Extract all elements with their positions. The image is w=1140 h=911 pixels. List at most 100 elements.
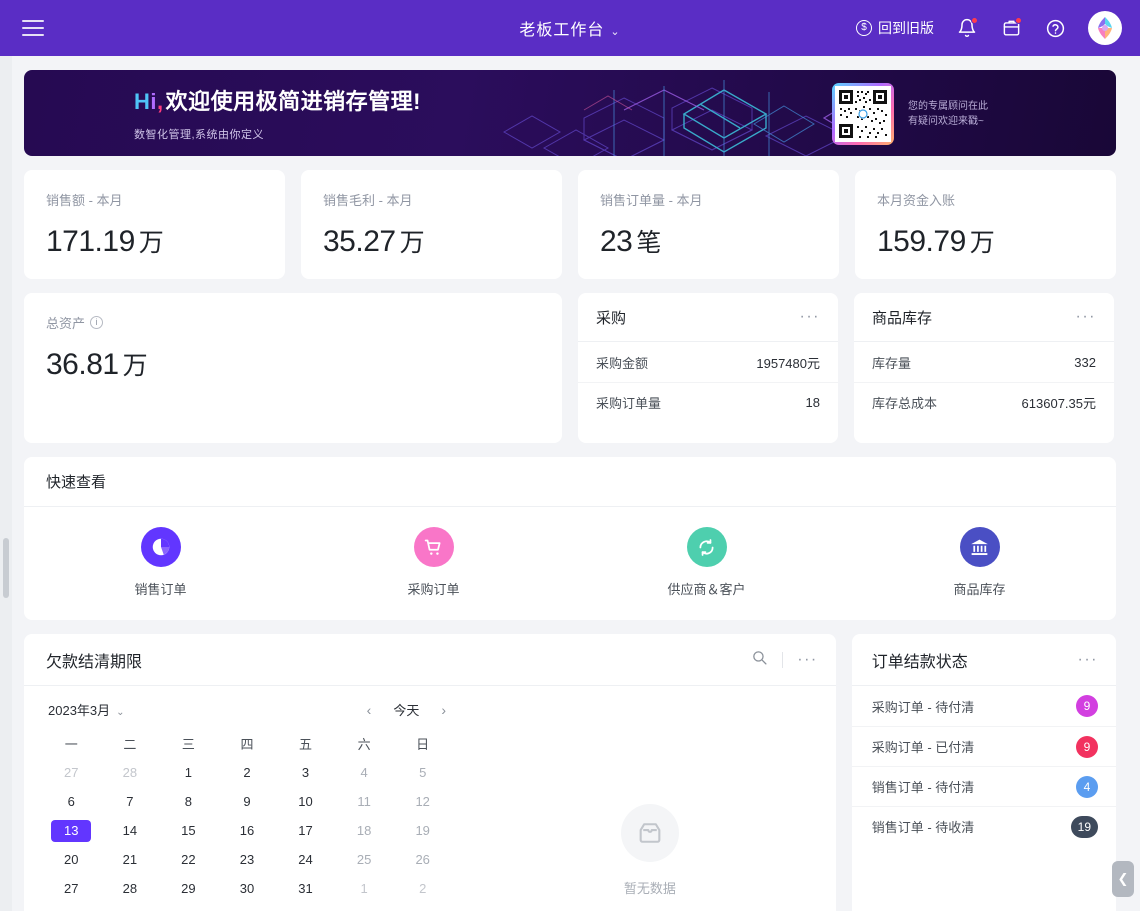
calendar-day-cell[interactable]: 16 <box>218 816 277 845</box>
info-icon[interactable]: i <box>90 316 104 329</box>
quick-item-sales-order[interactable]: 销售订单 <box>24 527 297 598</box>
back-to-old-version-button[interactable]: $ 回到旧版 <box>856 18 934 38</box>
total-assets-card[interactable]: 总资产 i 36.81 万 <box>24 293 562 443</box>
calendar-day-cell[interactable]: 7 <box>101 787 160 816</box>
calendar-today-button[interactable]: 今天 <box>393 703 420 718</box>
calendar-day-cell[interactable]: 5 <box>159 903 218 911</box>
calendar-month-selector[interactable]: 2023年3月 ⌄ <box>48 700 125 719</box>
purchase-row-order-count: 采购订单量 18 <box>578 382 838 422</box>
quick-item-label: 供应商＆客户 <box>667 582 746 597</box>
order-settlement-title: 订单结款状态 <box>871 653 968 671</box>
calendar-day-label: 11 <box>357 793 371 809</box>
calendar-day-cell[interactable]: 26 <box>393 845 452 874</box>
calendar-day-cell[interactable]: 15 <box>159 816 218 845</box>
calendar-day-cell[interactable]: 10 <box>276 787 335 816</box>
kpi-card-gross-profit[interactable]: 销售毛利 - 本月 35.27 万 <box>301 170 562 279</box>
purchase-more-button[interactable]: ··· <box>799 308 820 325</box>
purchase-amount-label: 采购金额 <box>596 355 649 371</box>
calendar-day-cell[interactable]: 21 <box>101 845 160 874</box>
banner-title-rest: 欢迎使用极简进销存管理! <box>165 89 421 114</box>
hamburger-icon[interactable] <box>22 20 44 36</box>
calendar-day-cell[interactable]: 3 <box>42 903 101 911</box>
calendar-day-cell[interactable]: 25 <box>335 845 394 874</box>
calendar-day-cell[interactable]: 23 <box>218 845 277 874</box>
search-icon[interactable] <box>751 649 768 671</box>
kpi-card-sales-amount[interactable]: 销售额 - 本月 171.19 万 <box>24 170 285 279</box>
calendar-weekday-row: 一 二 三 四 五 六 日 <box>42 729 452 758</box>
bell-icon[interactable] <box>956 17 978 39</box>
qr-code[interactable] <box>832 83 894 145</box>
calendar-day-label: 6 <box>227 907 267 911</box>
calendar-day-cell[interactable]: 4 <box>335 758 394 787</box>
status-badge: 19 <box>1070 815 1098 838</box>
calendar-day-cell[interactable]: 9 <box>218 787 277 816</box>
sidebar-resize-handle[interactable] <box>3 538 9 598</box>
calendar-day-cell[interactable]: 24 <box>276 845 335 874</box>
kpi-card-sales-order-count[interactable]: 销售订单量 - 本月 23 笔 <box>578 170 839 279</box>
calendar-day-cell[interactable]: 1 <box>335 874 394 903</box>
quick-item-product-inventory[interactable]: 商品库存 <box>843 527 1116 598</box>
kpi-card-monthly-income[interactable]: 本月资金入账 159.79 万 <box>855 170 1116 279</box>
calendar-day-cell[interactable]: 27 <box>42 758 101 787</box>
quick-item-supplier-customer[interactable]: 供应商＆客户 <box>570 527 843 598</box>
calendar-day-cell[interactable]: 6 <box>218 903 277 911</box>
order-settlement-rows: 采购订单 - 待付清 9 采购订单 - 已付清 9 销售订单 - 待付清 4 销售订单 - … <box>851 686 1116 846</box>
chevron-down-icon[interactable]: ⌄ <box>610 26 621 38</box>
calendar-day-cell[interactable]: 8 <box>159 787 218 816</box>
calendar-day-cell[interactable]: 20 <box>42 845 101 874</box>
calendar-day-cell[interactable]: 2 <box>393 874 452 903</box>
inbox-icon[interactable] <box>1000 17 1022 39</box>
status-row[interactable]: 采购订单 - 待付清 9 <box>852 686 1116 726</box>
debt-settlement-more-button[interactable]: ··· <box>797 650 818 668</box>
calendar-day-cell[interactable]: 14 <box>101 816 160 845</box>
calendar-next-button[interactable]: › <box>441 701 446 718</box>
calendar-day-cell[interactable]: 4 <box>101 903 160 911</box>
calendar-day-cell[interactable]: 17 <box>276 816 335 845</box>
calendar-day-cell[interactable]: 22 <box>159 845 218 874</box>
kpi-label: 销售毛利 - 本月 <box>323 193 413 208</box>
calendar-day-cell[interactable]: 9 <box>393 903 452 911</box>
calendar-day-cell[interactable]: 7 <box>276 903 335 911</box>
calendar-day-cell[interactable]: 13 <box>42 816 101 845</box>
calendar-day-cell[interactable]: 5 <box>393 758 452 787</box>
calendar-prev-button[interactable]: ‹ <box>366 701 372 718</box>
purchase-order-count-value: 18 <box>805 395 820 410</box>
kpi-number: 35.27 <box>323 225 396 258</box>
calendar-day-cell[interactable]: 31 <box>276 874 335 903</box>
calendar-day-cell[interactable]: 2 <box>218 758 277 787</box>
chevron-left-icon[interactable]: ❮ <box>1112 861 1134 897</box>
calendar-day-cell[interactable]: 12 <box>393 787 452 816</box>
calendar-day-cell[interactable]: 27 <box>42 874 101 903</box>
calendar-day-cell[interactable]: 30 <box>218 874 277 903</box>
quick-item-purchase-order[interactable]: 采购订单 <box>297 527 570 598</box>
calendar-day-cell[interactable]: 6 <box>42 787 101 816</box>
debt-settlement-title: 欠款结清期限 <box>46 653 143 671</box>
status-badge: 9 <box>1076 735 1098 758</box>
calendar-day-cell[interactable]: 19 <box>393 816 452 845</box>
calendar-day-label: 1 <box>184 764 193 780</box>
calendar-month-label: 2023年3月 <box>48 703 111 718</box>
calendar-day-label: 4 <box>110 907 150 911</box>
purchase-row-amount: 采购金额 1957480元 <box>578 342 838 382</box>
calendar-day-cell[interactable]: 28 <box>101 874 160 903</box>
avatar[interactable] <box>1088 11 1122 45</box>
calendar-weekday: 一 <box>64 737 78 752</box>
calendar-day-cell[interactable]: 18 <box>335 816 394 845</box>
calendar-day-label: 8 <box>184 793 193 809</box>
inventory-more-button[interactable]: ··· <box>1075 308 1096 325</box>
order-settlement-status-card: 订单结款状态 ··· 采购订单 - 待付清 9 采购订单 - 已付清 9 销售订单 - … <box>851 634 1116 911</box>
bell-badge-dot <box>971 17 978 24</box>
calendar-day-cell[interactable]: 1 <box>159 758 218 787</box>
calendar-day-cell[interactable]: 8 <box>335 903 394 911</box>
help-icon[interactable] <box>1044 17 1066 39</box>
status-row[interactable]: 采购订单 - 已付清 9 <box>851 726 1116 766</box>
calendar-day-cell[interactable]: 3 <box>276 758 335 787</box>
calendar-day-cell[interactable]: 11 <box>335 787 394 816</box>
status-row[interactable]: 销售订单 - 待付清 4 <box>851 766 1116 806</box>
calendar-day-label: 15 <box>181 822 196 838</box>
calendar-day-cell[interactable]: 29 <box>159 874 218 903</box>
status-row[interactable]: 销售订单 - 待收清 19 <box>851 806 1116 846</box>
calendar-day-cell[interactable]: 28 <box>101 758 160 787</box>
order-settlement-more-button[interactable]: ··· <box>1077 650 1098 668</box>
